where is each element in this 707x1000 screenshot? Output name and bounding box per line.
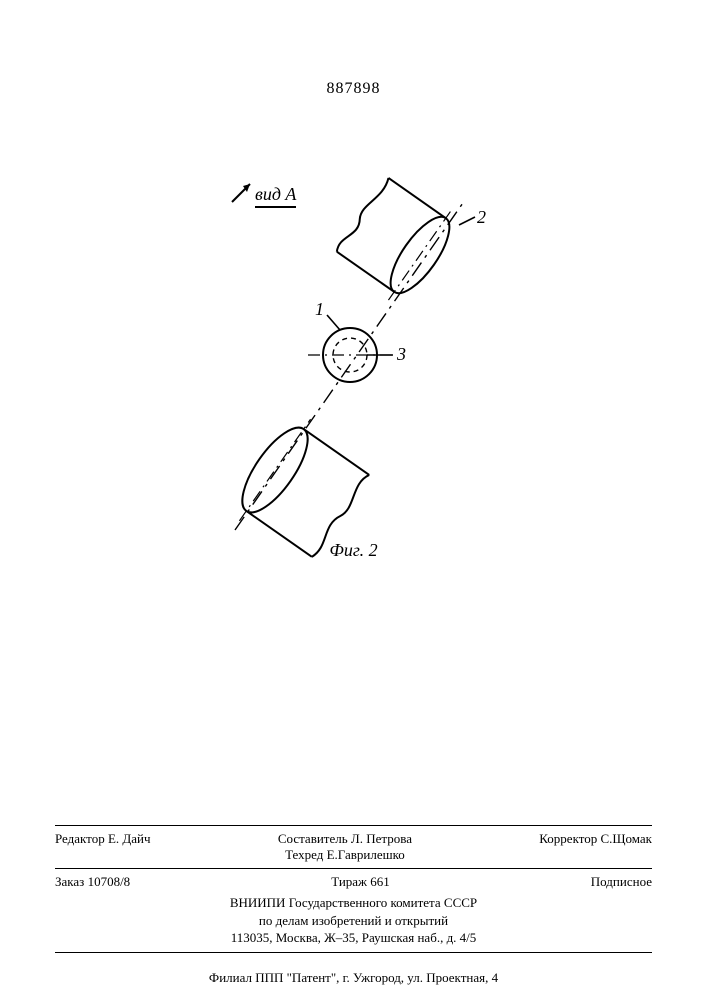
subscription: Подписное <box>591 874 652 890</box>
compiler-techred: Составитель Л. ПетроваТехред Е.Гаврилешк… <box>278 831 412 863</box>
figure-svg: 2 1 3 <box>155 170 555 570</box>
figure-caption: Фиг. 2 <box>0 540 707 561</box>
figure-area: 2 1 3 <box>155 170 555 570</box>
ref-label-3: 3 <box>396 344 406 364</box>
document-number: 887898 <box>0 80 707 98</box>
corrector: Корректор С.Щомак <box>539 831 652 863</box>
order-row: Заказ 10708/8 Тираж 661 Подписное <box>55 872 652 892</box>
org-line1: ВНИИПИ Государственного комитета СССР <box>55 894 652 912</box>
page: 887898 вид А 2 <box>0 0 707 1000</box>
ref-label-2: 2 <box>477 207 486 227</box>
order: Заказ 10708/8 <box>55 874 130 890</box>
printer-line: Филиал ППП "Патент", г. Ужгород, ул. Про… <box>55 956 652 986</box>
org-block: ВНИИПИ Государственного комитета СССР по… <box>55 892 652 949</box>
credits-row: Редактор Е. Дайч Составитель Л. ПетроваТ… <box>55 829 652 865</box>
ref-label-1: 1 <box>315 299 324 319</box>
org-line3: 113035, Москва, Ж–35, Раушская наб., д. … <box>55 929 652 947</box>
editor: Редактор Е. Дайч <box>55 831 151 863</box>
tirazh: Тираж 661 <box>331 874 390 890</box>
imprint-footer: Редактор Е. Дайч Составитель Л. ПетроваТ… <box>55 822 652 986</box>
org-line2: по делам изобретений и открытий <box>55 912 652 930</box>
